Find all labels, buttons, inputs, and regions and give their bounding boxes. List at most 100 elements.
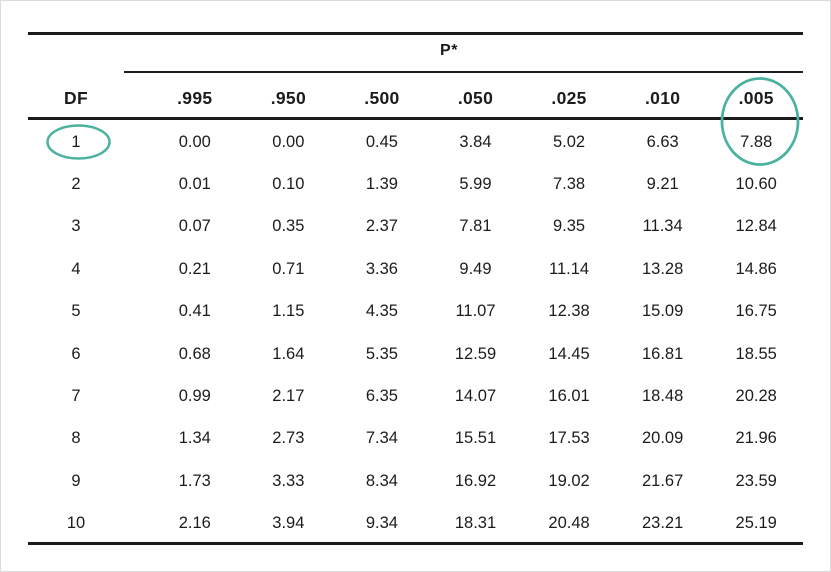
value-cell: 20.48 — [548, 514, 590, 533]
spanner-header: P* — [440, 42, 458, 59]
value-cell: 5.02 — [553, 132, 586, 151]
column-header: .010 — [645, 87, 681, 108]
value-cell: 15.09 — [641, 302, 684, 321]
df-cell: 4 — [71, 259, 81, 278]
table-row: 10 2.16 3.94 9.34 18.31 20.48 23.21 25.19 — [28, 503, 803, 545]
value-cell: 8.34 — [365, 471, 398, 490]
value-cell: 25.19 — [735, 514, 777, 533]
df-cell: 6 — [71, 344, 81, 363]
table-row: 9 1.73 3.33 8.34 16.92 19.02 21.67 23.59 — [28, 460, 803, 502]
value-cell: 7.81 — [459, 217, 492, 236]
value-cell: 0.71 — [272, 259, 305, 278]
column-header: .005 — [738, 87, 774, 108]
value-cell: 12.38 — [548, 302, 590, 321]
value-cell: 6.63 — [646, 132, 679, 151]
df-cell: 1 — [71, 132, 81, 151]
value-cell: 3.33 — [272, 471, 305, 490]
value-cell: 14.45 — [548, 344, 590, 363]
header-rule — [28, 117, 803, 120]
value-cell: 0.00 — [178, 132, 211, 151]
value-cell: 18.48 — [641, 387, 684, 406]
spanner-rule — [124, 71, 803, 73]
value-cell: 23.21 — [641, 514, 684, 533]
top-rule — [28, 32, 803, 35]
value-cell: 5.99 — [459, 175, 492, 194]
table-row: 5 0.41 1.15 4.35 11.07 12.38 15.09 16.75 — [28, 291, 803, 333]
value-cell: 21.67 — [641, 471, 684, 490]
df-cell: 10 — [66, 514, 86, 533]
value-cell: 17.53 — [548, 429, 590, 448]
value-cell: 3.94 — [272, 514, 305, 533]
table-row: 4 0.21 0.71 3.36 9.49 11.14 13.28 14.86 — [28, 248, 803, 290]
value-cell: 7.34 — [365, 429, 398, 448]
value-cell: 9.49 — [459, 259, 492, 278]
value-cell: 20.09 — [641, 429, 684, 448]
df-cell: 3 — [71, 217, 81, 236]
header-row: DF .995 .950 .500 .050 .025 .010 .005 — [28, 85, 803, 111]
value-cell: 15.51 — [454, 429, 497, 448]
value-cell: 7.38 — [553, 175, 586, 194]
value-cell: 0.45 — [365, 132, 398, 151]
value-cell: 19.02 — [548, 471, 590, 490]
table-row: 6 0.68 1.64 5.35 12.59 14.45 16.81 18.55 — [28, 333, 803, 375]
df-cell: 8 — [71, 429, 81, 448]
value-cell: 11.07 — [455, 302, 496, 321]
df-cell: 7 — [71, 387, 81, 406]
value-cell: 6.35 — [365, 387, 398, 406]
value-cell: 16.75 — [735, 302, 777, 321]
column-header: .950 — [270, 87, 306, 108]
value-cell: 0.35 — [272, 217, 305, 236]
table-row: 8 1.34 2.73 7.34 15.51 17.53 20.09 21.96 — [28, 418, 803, 460]
value-cell: 2.17 — [272, 387, 305, 406]
value-cell: 18.31 — [454, 514, 497, 533]
df-cell: 2 — [71, 175, 81, 194]
value-cell: 4.35 — [365, 302, 398, 321]
value-cell: 0.00 — [272, 132, 305, 151]
value-cell: 11.34 — [642, 217, 683, 236]
value-cell: 20.28 — [735, 387, 777, 406]
value-cell: 0.10 — [272, 175, 305, 194]
value-cell: 1.34 — [178, 429, 211, 448]
value-cell: 16.01 — [548, 387, 590, 406]
column-header: .500 — [364, 87, 400, 108]
value-cell: 1.73 — [178, 471, 211, 490]
value-cell: 9.35 — [553, 217, 586, 236]
value-cell: 0.01 — [178, 175, 211, 194]
value-cell: 2.73 — [272, 429, 305, 448]
value-cell: 0.21 — [178, 259, 211, 278]
table-body: 1 0.00 0.00 0.45 3.84 5.02 6.63 7.88 2 0.01 0.10 1.… — [28, 121, 803, 545]
value-cell: 16.81 — [641, 344, 684, 363]
value-cell: 5.35 — [365, 344, 398, 363]
value-cell: 3.84 — [459, 132, 492, 151]
value-cell: 23.59 — [735, 471, 777, 490]
df-column-header: DF — [64, 87, 88, 108]
value-cell: 10.60 — [735, 175, 777, 194]
value-cell: 2.37 — [365, 217, 398, 236]
value-cell: 0.68 — [178, 344, 211, 363]
value-cell: 9.21 — [646, 175, 679, 194]
df-cell: 5 — [71, 302, 81, 321]
value-cell: 18.55 — [735, 344, 777, 363]
table-row: 2 0.01 0.10 1.39 5.99 7.38 9.21 10.60 — [28, 163, 803, 205]
table-row: 7 0.99 2.17 6.35 14.07 16.01 18.48 20.28 — [28, 375, 803, 417]
value-cell: 7.88 — [740, 132, 773, 151]
value-cell: 1.64 — [272, 344, 305, 363]
table-row: 3 0.07 0.35 2.37 7.81 9.35 11.34 12.84 — [28, 206, 803, 248]
value-cell: 0.41 — [178, 302, 211, 321]
value-cell: 3.36 — [365, 259, 398, 278]
df-cell: 9 — [71, 471, 81, 490]
value-cell: 12.84 — [735, 217, 777, 236]
column-header: .025 — [551, 87, 587, 108]
value-cell: 1.39 — [365, 175, 398, 194]
value-cell: 11.14 — [549, 259, 590, 278]
value-cell: 16.92 — [454, 471, 497, 490]
value-cell: 14.07 — [454, 387, 497, 406]
value-cell: 0.07 — [178, 217, 211, 236]
value-cell: 12.59 — [454, 344, 497, 363]
value-cell: 13.28 — [641, 259, 684, 278]
value-cell: 1.15 — [272, 302, 305, 321]
value-cell: 9.34 — [365, 514, 398, 533]
column-header: .050 — [457, 87, 494, 108]
column-header: .995 — [177, 87, 213, 108]
